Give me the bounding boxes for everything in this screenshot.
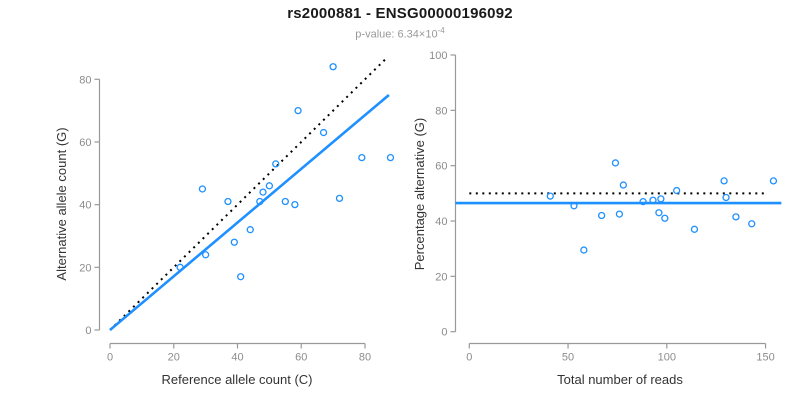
data-point (619, 181, 627, 189)
data-point (597, 211, 606, 220)
data-point (256, 197, 264, 206)
fit-line (109, 93, 390, 331)
data-point (358, 153, 366, 162)
x-tick-label: 150 (756, 352, 774, 364)
y-tick-label: 0 (85, 325, 91, 337)
data-point (769, 177, 778, 185)
data-point (198, 185, 207, 193)
data-point (722, 193, 730, 202)
data-point (386, 153, 395, 162)
plot-header: rs2000881 - ENSG00000196092 p-value: 6.3… (0, 5, 800, 41)
data-point (611, 159, 620, 167)
data-point (639, 198, 647, 206)
data-point (237, 273, 245, 281)
data-point (281, 197, 289, 206)
x-tick-label: 20 (168, 352, 180, 364)
y-tick-label: 40 (79, 200, 91, 212)
data-point (176, 263, 184, 271)
data-point (690, 225, 699, 233)
data-point (649, 196, 657, 204)
x-tick-label: 80 (359, 352, 371, 364)
data-point (272, 160, 280, 168)
data-point (319, 128, 328, 137)
data-point (546, 192, 554, 200)
data-point (294, 106, 302, 115)
x-axis-label: Reference allele count (C) (161, 372, 312, 387)
data-point (748, 220, 756, 228)
y-tick-label: 80 (435, 105, 447, 117)
data-point (673, 186, 681, 195)
y-tick-label: 20 (435, 271, 447, 283)
data-point (732, 213, 740, 221)
data-point (720, 177, 728, 185)
data-point (335, 194, 344, 203)
left-scatter-panel: 0 20 40 60 80 0 20 40 60 80 Reference allele count… (54, 56, 395, 387)
data-point (230, 238, 238, 246)
right-scatter-panel: 0 20 40 60 80 100 0 50 100 150 Total number of rea… (412, 50, 782, 387)
identity-line (109, 56, 389, 331)
data-point (201, 251, 210, 259)
y-tick-label: 60 (435, 161, 447, 173)
data-point (657, 195, 665, 203)
y-tick-label: 60 (79, 137, 91, 149)
data-point (246, 226, 254, 234)
data-point (291, 200, 299, 209)
y-tick-label: 100 (429, 50, 447, 62)
y-tick-label: 20 (79, 262, 91, 274)
data-point (661, 214, 669, 222)
data-point (259, 188, 267, 196)
x-tick-label: 0 (107, 352, 113, 364)
x-tick-label: 40 (231, 352, 243, 364)
data-point (580, 246, 588, 254)
x-tick-label: 0 (466, 352, 472, 364)
y-tick-label: 40 (435, 216, 447, 228)
x-axis-label: Total number of reads (557, 372, 683, 387)
y-axis-label: Alternative allele count (G) (54, 127, 69, 280)
y-tick-label: 80 (79, 74, 91, 86)
pvalue-text: p-value: 6.34×10 (355, 28, 438, 41)
x-tick-label: 50 (562, 352, 574, 364)
data-point (655, 209, 663, 217)
x-tick-label: 100 (658, 352, 676, 364)
plot-subtitle: p-value: 6.34×10-4 (0, 26, 800, 41)
data-point (615, 210, 624, 218)
plot-title: rs2000881 - ENSG00000196092 (287, 5, 513, 22)
data-point (224, 197, 232, 206)
y-axis-label: Percentage alternative (G) (412, 118, 427, 270)
data-point (570, 202, 578, 210)
data-point (329, 63, 337, 71)
data-point (265, 182, 274, 190)
pvalue-exponent: -4 (437, 26, 445, 35)
x-tick-label: 60 (295, 352, 307, 364)
y-tick-label: 0 (441, 327, 447, 339)
